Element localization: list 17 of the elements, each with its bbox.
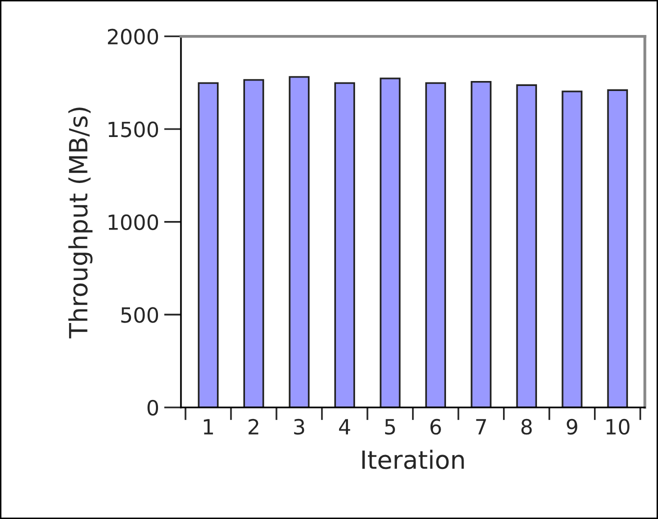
x-tick-label: 8 (521, 418, 532, 435)
y-tick-label: 500 (121, 307, 158, 323)
x-tick-label: 5 (385, 419, 395, 435)
x-tick-label: 1 (204, 419, 213, 434)
x-tick-label: 3 (294, 418, 304, 435)
x-tick-label: 4 (339, 419, 350, 434)
y-tick-label: 0 (148, 400, 158, 416)
x-tick-label: 7 (476, 419, 486, 434)
x-tick-label: 9 (566, 418, 578, 435)
y-axis-title: Throughput (MB/s) (68, 108, 93, 338)
x-tick-label: 2 (248, 418, 258, 434)
x-tick-label: 10 (606, 418, 630, 435)
x-axis-title: Iteration (362, 450, 464, 470)
y-tick-label: 2000 (108, 28, 158, 45)
y-tick-label: 1000 (108, 214, 158, 230)
x-tick-label: 6 (430, 418, 441, 435)
y-tick-label: 1500 (108, 122, 158, 138)
